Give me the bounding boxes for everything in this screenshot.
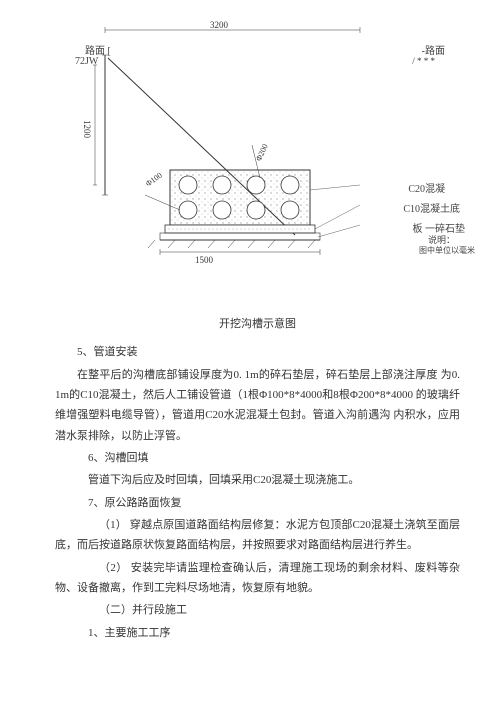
section-b-title: （二）并行段施工 [55, 600, 460, 620]
section-7-p1: （1） 穿越点原国道路面结构层修复：水泥方包顶部C20混凝土浇筑至面层 底，而后… [55, 515, 460, 556]
top-dimension: 3200 [210, 20, 228, 30]
section-b1: 1、主要施工工序 [55, 623, 460, 643]
annot-unit: 图中单位以毫米 [419, 245, 475, 256]
label-road-left: 路面 [ [85, 42, 111, 57]
bottom-dimension: 1500 [195, 255, 213, 265]
section-5-title: 5、管道安装 [55, 342, 460, 362]
section-7-p2: （2） 安装完毕请监理检查确认后，清理施工现场的剩余材料、废料等杂物、设备撤离，… [55, 558, 460, 599]
label-road-right: -路面 [422, 42, 445, 57]
section-5-para: 在整平后的沟槽底部铺设厚度为0. 1m的碎石垫层，碎石垫层上部浇注厚度 为0. … [55, 365, 460, 446]
annot-c10: C10混凝土底 [403, 200, 460, 215]
section-7-title: 7、原公路路面恢复 [55, 493, 460, 513]
annot-c20: C20混凝 [408, 180, 445, 195]
label-72jw: 72JW [75, 56, 98, 67]
trench-svg [60, 30, 440, 280]
trench-diagram: 3200 路面 [ 72JW -路面 / * * * 1200 Φ100 Φ20… [60, 30, 440, 280]
document-body: 开挖沟槽示意图 5、管道安装 在整平后的沟槽底部铺设厚度为0. 1m的碎石垫层，… [55, 310, 460, 645]
section-6-para: 管道下沟后应及时回填，回填采用C20混凝土现浇施工。 [55, 470, 460, 490]
section-6-title: 6、沟槽回填 [55, 448, 460, 468]
label-right-sub: / * * * [412, 56, 435, 66]
vert-dimension: 1200 [82, 120, 92, 138]
diagram-title: 开挖沟槽示意图 [55, 314, 460, 334]
